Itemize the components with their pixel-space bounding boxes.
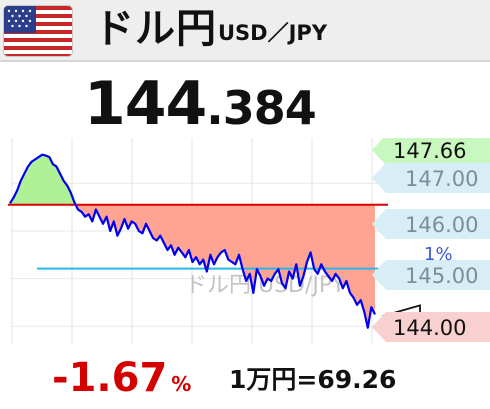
current-price-label: 144.00 — [393, 316, 466, 340]
current-badge — [372, 312, 490, 342]
tick-badge — [372, 163, 490, 193]
header-bar: ドル円 USD／JPY — [0, 0, 490, 62]
price-decimal: .384 — [206, 81, 316, 135]
current-price: 144.384 — [84, 68, 317, 140]
change-percent: -1.67% — [52, 353, 191, 403]
fill-above-reference — [10, 154, 375, 205]
price-integer: 144 — [84, 69, 207, 139]
us-flag-icon — [4, 6, 72, 56]
price-chart: ドル円 USD/JPY 147.66 147.00 146.00 145.00 1% 14… — [0, 138, 490, 343]
tick-badge — [372, 209, 490, 239]
change-value: -1.67 — [52, 355, 168, 401]
fill-below-reference — [10, 204, 375, 328]
y-tick-label: 146.00 — [405, 213, 478, 237]
change-unit: % — [171, 372, 192, 396]
y-tick-label: 145.00 — [405, 264, 478, 288]
high-badge — [372, 138, 490, 165]
chart-svg: ドル円 USD/JPY 147.66147.00146.00145.001%14… — [8, 138, 490, 343]
price-line — [9, 153, 376, 329]
high-label: 147.66 — [393, 139, 466, 163]
tick-badge — [372, 260, 490, 290]
y-tick-label: 147.00 — [405, 167, 478, 191]
conversion-rate: 1万円=69.26 — [229, 365, 397, 394]
chart-fill: ドル円 USD/JPY — [10, 154, 375, 328]
axis-labels: 147.66 147.00 146.00 145.001% 144.00 — [393, 139, 478, 340]
pair-code: USD／JPY — [218, 21, 328, 45]
axis-badges — [372, 138, 490, 342]
pair-name: ドル円 — [94, 6, 217, 52]
partial-label: 1% — [424, 244, 453, 265]
